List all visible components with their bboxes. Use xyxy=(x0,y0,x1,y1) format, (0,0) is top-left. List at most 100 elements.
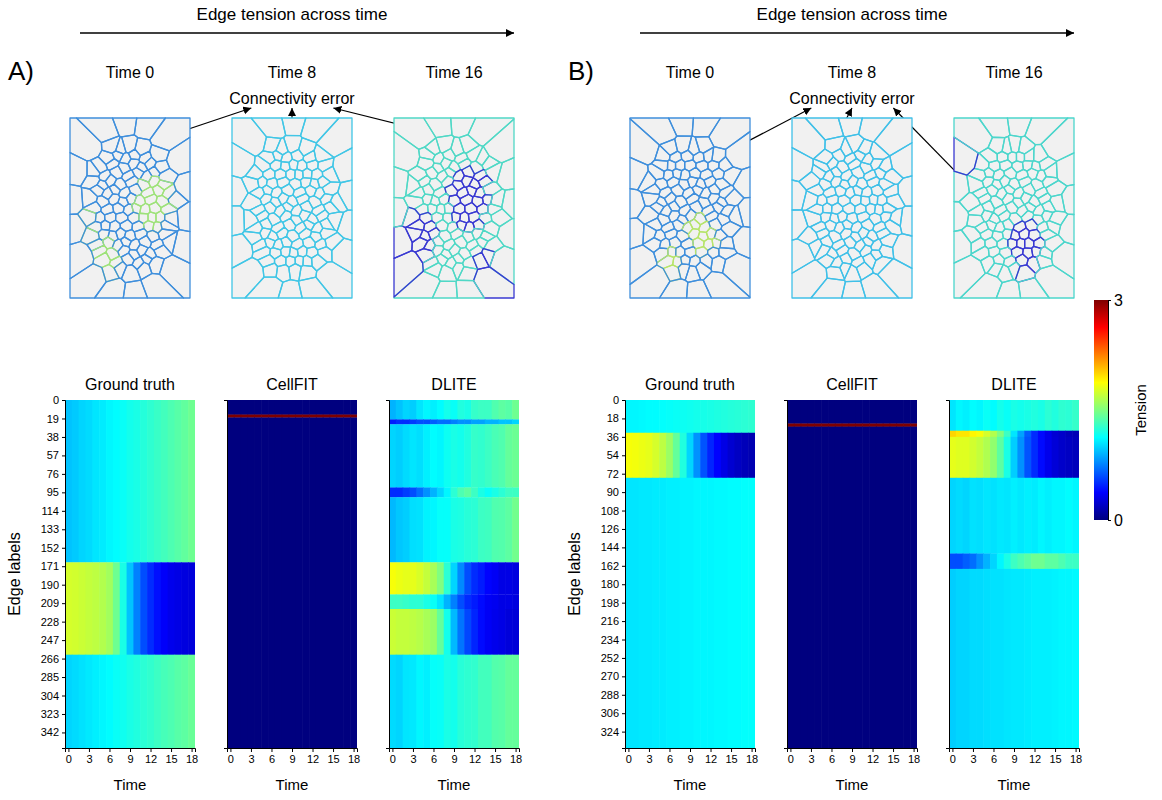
heatmap-cell xyxy=(140,400,147,563)
heatmap-cell xyxy=(410,562,417,594)
heatmap-cell xyxy=(444,400,451,420)
heatmap-cell xyxy=(106,562,113,655)
mesh-edge xyxy=(432,236,444,246)
heatmap-cell xyxy=(949,478,956,554)
heatmap-cell xyxy=(976,554,983,570)
heatmap-cell xyxy=(86,562,93,655)
heatmap-cell xyxy=(389,497,396,562)
mesh-edge xyxy=(1024,148,1033,161)
y-tick-label: 247 xyxy=(41,634,59,646)
y-tick-mark xyxy=(62,640,65,641)
y-tick-mark xyxy=(622,400,625,401)
mesh-edge xyxy=(87,160,100,176)
heatmap-cell xyxy=(801,424,808,427)
mesh-edge xyxy=(993,169,1005,181)
colorbar-tick: 0 xyxy=(1108,512,1123,529)
mesh-edge xyxy=(245,277,283,298)
heatmap-cell xyxy=(1024,478,1031,554)
mesh-edge xyxy=(474,267,514,298)
x-tick-label: 18 xyxy=(348,753,360,765)
heatmap-cell xyxy=(403,562,410,594)
y-tick-mark xyxy=(62,511,65,512)
x-tick-label: 15 xyxy=(725,753,737,765)
x-tick: 0 xyxy=(390,748,396,765)
heatmap-panel: 0369121518DLITETime xyxy=(386,376,522,793)
x-tick: 0 xyxy=(228,748,234,765)
mesh-edge xyxy=(232,143,255,179)
heatmap-cell xyxy=(949,400,956,431)
heatmap-cell xyxy=(862,427,869,748)
y-tick-mark xyxy=(62,696,65,697)
colorbar: 03Tension xyxy=(1094,292,1149,529)
heatmap-cell xyxy=(396,594,403,609)
mesh-edge xyxy=(270,248,282,259)
heatmap-cell xyxy=(1072,554,1079,570)
x-axis-title: Time xyxy=(836,776,869,793)
heatmap-cell xyxy=(423,562,430,594)
x-tick: 12 xyxy=(145,748,157,765)
mesh-edge xyxy=(689,255,700,267)
heatmap-cell xyxy=(1072,478,1079,554)
y-tick: 190 xyxy=(41,579,65,591)
panel-letter: A) xyxy=(8,56,34,86)
mesh-edge xyxy=(885,220,902,236)
x-tick-label: 0 xyxy=(66,753,72,765)
heatmap-cell xyxy=(396,419,403,424)
heatmap-cell xyxy=(437,562,444,594)
heatmap-cell xyxy=(512,400,519,420)
y-tick: 288 xyxy=(601,689,625,701)
heatmap-cell xyxy=(478,609,485,655)
heatmap-cell xyxy=(350,400,357,415)
mesh-edge xyxy=(137,179,150,192)
mesh-edge xyxy=(123,280,147,298)
heatmap-cell xyxy=(471,424,478,487)
heatmap-cell xyxy=(1017,569,1024,748)
mesh-edge xyxy=(289,178,301,190)
mesh-edge xyxy=(316,118,352,157)
mesh-edge xyxy=(861,218,874,230)
heatmap-cell xyxy=(956,478,963,554)
heatmap-cell xyxy=(646,433,653,478)
mesh-edge xyxy=(244,209,259,230)
x-tick-label: 15 xyxy=(165,753,177,765)
heatmap-cell xyxy=(862,424,869,427)
heatmap-cell xyxy=(140,562,147,655)
panel-letter: B) xyxy=(568,56,594,86)
heatmap-cell xyxy=(814,427,821,748)
heatmap-cell xyxy=(396,400,403,420)
heatmap-cell xyxy=(652,433,659,478)
y-tick-label: 90 xyxy=(607,486,619,498)
heatmap-cell xyxy=(1045,554,1052,570)
heatmap-cell xyxy=(268,415,275,418)
x-axis-line xyxy=(390,749,520,753)
heatmap-cell xyxy=(666,478,673,748)
heatmap-cell xyxy=(512,497,519,562)
x-tick: 18 xyxy=(1070,748,1082,765)
mesh-edge xyxy=(456,280,484,298)
mesh-edge xyxy=(999,247,1011,259)
x-tick-label: 3 xyxy=(970,753,976,765)
heatmap-cell xyxy=(505,419,512,424)
x-axis-line xyxy=(950,749,1080,753)
mesh-edge xyxy=(422,184,434,195)
x-tick-label: 0 xyxy=(626,753,632,765)
heatmap-cell xyxy=(403,424,410,487)
heatmap-cell xyxy=(113,655,120,748)
x-tick-label: 3 xyxy=(410,753,416,765)
mesh-edge xyxy=(900,206,912,236)
heatmap-cell xyxy=(316,417,323,748)
heatmap-cell xyxy=(437,419,444,424)
heatmap-cell xyxy=(997,554,1004,570)
heatmap-cell xyxy=(707,478,714,748)
mesh-edge xyxy=(1025,118,1068,145)
heatmap-cell xyxy=(1045,400,1052,431)
y-axis-title: Edge labels xyxy=(6,532,23,616)
heatmap-cell xyxy=(451,419,458,424)
y-tick-label: 323 xyxy=(41,708,59,720)
heatmap-cell xyxy=(794,427,801,748)
mesh-edge xyxy=(453,253,465,263)
mesh-edge xyxy=(459,135,479,154)
mesh-edge xyxy=(792,210,808,240)
heatmap-cell xyxy=(437,400,444,420)
x-axis: 0369121518 xyxy=(390,748,523,765)
